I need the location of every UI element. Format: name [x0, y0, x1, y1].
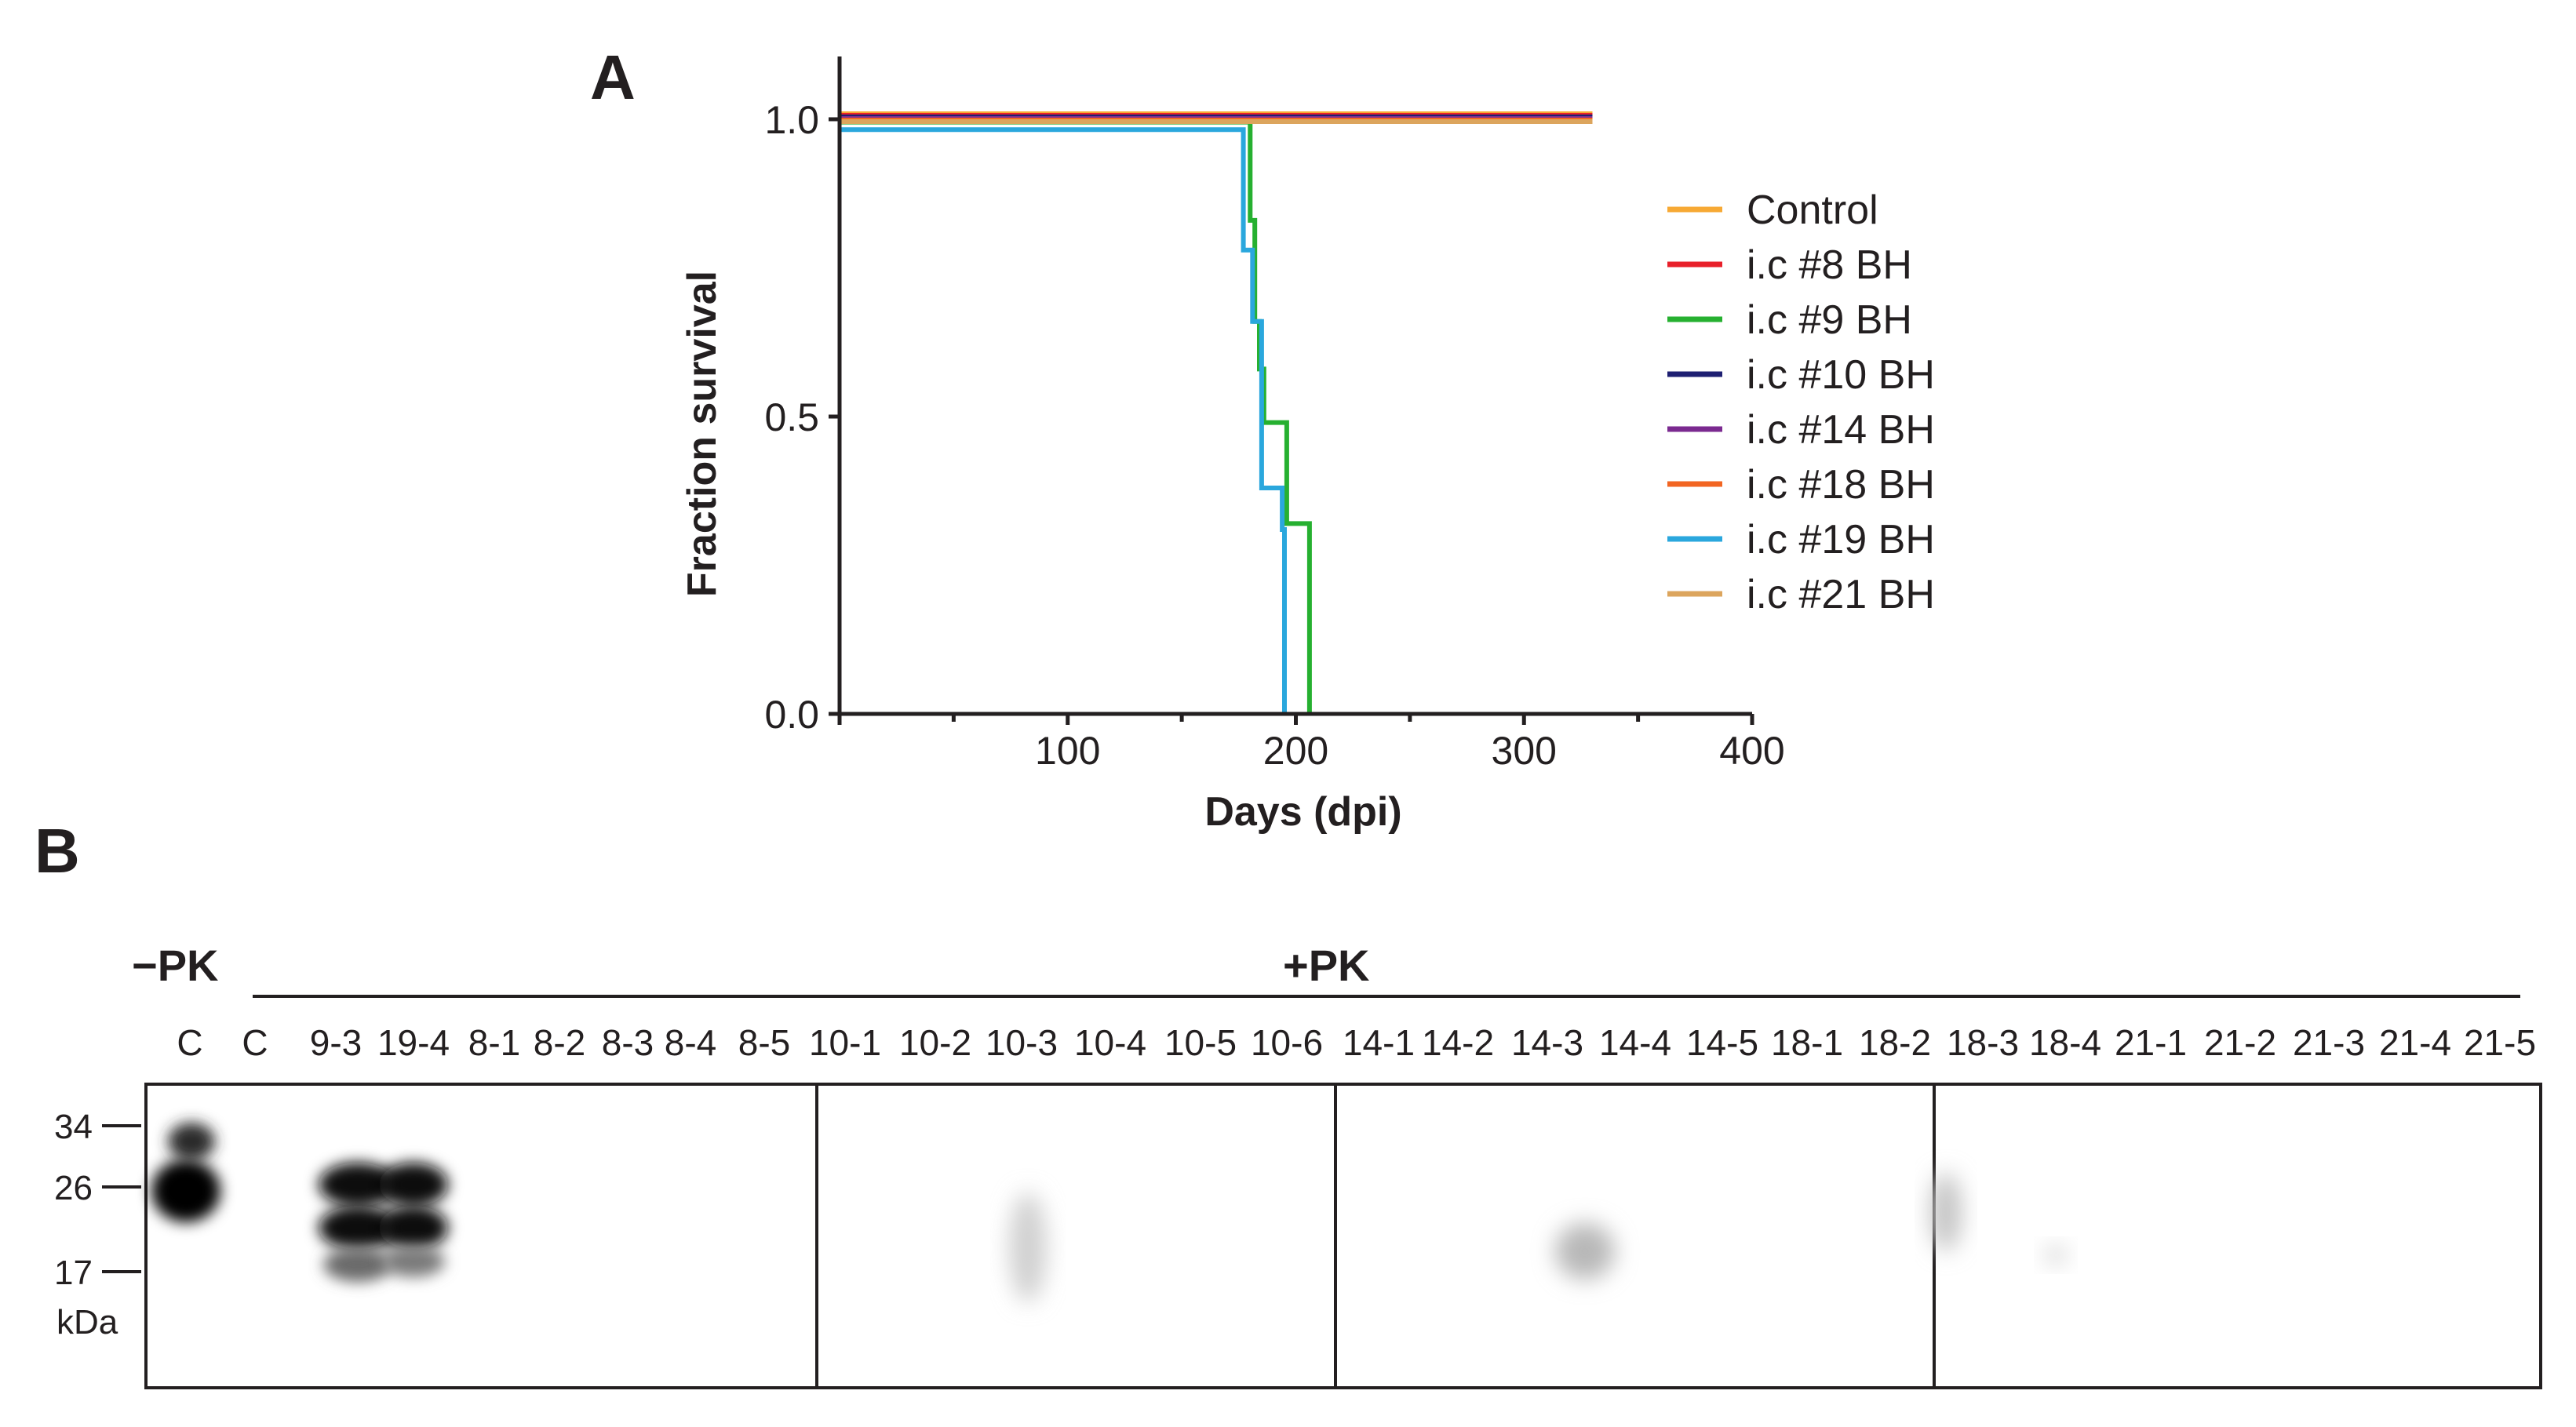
size-marker-label: 34 [54, 1108, 93, 1146]
legend-label: i.c #8 BH [1747, 242, 1912, 288]
legend-label: Control [1747, 187, 1878, 233]
lane-label: 10-1 [809, 1022, 881, 1063]
size-markers: 34 26 17 kDa [54, 1108, 141, 1341]
x-tick-label: 200 [1263, 729, 1328, 773]
y-tick-label: 0.5 [764, 395, 819, 439]
size-marker-label: 26 [54, 1169, 93, 1207]
smudge [1555, 1223, 1615, 1280]
x-ticks: 100 200 300 400 [837, 714, 1785, 773]
x-tick-label: 100 [1035, 729, 1100, 773]
legend-label: i.c #10 BH [1747, 352, 1935, 398]
lane-label: 14-5 [1686, 1022, 1758, 1063]
lane-label: 10-5 [1164, 1022, 1237, 1063]
blot-frame [144, 1083, 2542, 1389]
lane-label: 18-3 [1947, 1022, 2019, 1063]
lane-label: 21-4 [2379, 1022, 2451, 1063]
band-minus-pk-main [151, 1159, 220, 1222]
x-axis-label: Days (dpi) [1204, 789, 1401, 835]
x-tick-label: 300 [1492, 729, 1557, 773]
series-line [840, 119, 1312, 714]
lane-label: 8-3 [602, 1022, 654, 1063]
band-9-3-upper [319, 1163, 397, 1207]
lane-label: 14-4 [1599, 1022, 1671, 1063]
lane-label: 21-2 [2204, 1022, 2276, 1063]
panel-a-label: A [590, 42, 636, 112]
smudge [1009, 1192, 1047, 1302]
legend: Control i.c #8 BH i.c #9 BH i.c #10 BH i.c #… [1667, 187, 1935, 617]
band-19-4-lower [379, 1206, 448, 1250]
lane-label: 14-2 [1422, 1022, 1494, 1063]
y-tick-label: 1.0 [764, 98, 819, 142]
lane-label: 8-1 [468, 1022, 520, 1063]
band-19-4-smear [382, 1246, 445, 1277]
y-axis-label: Fraction survival [680, 271, 725, 597]
lane-label: 10-2 [899, 1022, 971, 1063]
x-tick-label: 400 [1719, 729, 1784, 773]
lane-label: 18-1 [1771, 1022, 1843, 1063]
chart-series [840, 111, 1593, 714]
legend-label: i.c #18 BH [1747, 462, 1935, 508]
y-tick-label: 0.0 [764, 693, 819, 737]
lane-label: 8-4 [665, 1022, 716, 1063]
lane-label: 10-4 [1074, 1022, 1146, 1063]
lane-label: 9-3 [310, 1022, 362, 1063]
plus-pk-label: +PK [1283, 941, 1370, 990]
band-9-3-smear [323, 1247, 392, 1282]
lane-label: 14-1 [1343, 1022, 1415, 1063]
series-line [840, 127, 1287, 714]
minus-pk-label: −PK [132, 941, 219, 990]
lane-labels: C C 9-3 19-4 8-1 8-2 8-3 8-4 8-5 10-1 10-2 10-3 10-4… [177, 1022, 2536, 1063]
band-9-3-lower [319, 1206, 397, 1250]
legend-label: i.c #14 BH [1747, 407, 1935, 453]
blot-bands [151, 1123, 2067, 1302]
lane-label: 21-3 [2293, 1022, 2365, 1063]
survival-chart: 0.0 0.5 1.0 100 200 300 400 Days (dpi) Fracti… [680, 56, 1935, 835]
legend-label: i.c #21 BH [1747, 572, 1935, 617]
lane-label: 10-6 [1251, 1022, 1323, 1063]
smudge [1930, 1173, 1962, 1251]
lane-label: 10-3 [986, 1022, 1058, 1063]
lane-label: 8-2 [534, 1022, 585, 1063]
lane-label: 18-4 [2029, 1022, 2101, 1063]
panel-b-label: B [35, 816, 80, 886]
lane-label: C [242, 1022, 268, 1063]
lane-label: 21-5 [2464, 1022, 2536, 1063]
lane-label: 14-3 [1511, 1022, 1583, 1063]
legend-label: i.c #9 BH [1747, 297, 1912, 343]
lane-label: 8-5 [738, 1022, 790, 1063]
size-marker-label: 17 [54, 1254, 93, 1292]
smudge [2045, 1246, 2067, 1265]
size-unit-label: kDa [56, 1303, 118, 1341]
y-ticks: 0.0 0.5 1.0 [764, 98, 840, 737]
lane-label: C [177, 1022, 202, 1063]
western-blot: −PK +PK C C 9-3 19-4 8-1 8-2 8-3 8-4 8-5 10-1 10-2… [54, 941, 2542, 1389]
lane-label: 21-1 [2115, 1022, 2187, 1063]
band-minus-pk-upper [168, 1123, 215, 1160]
lane-label: 18-2 [1859, 1022, 1931, 1063]
lane-label: 19-4 [377, 1022, 450, 1063]
band-19-4-upper [379, 1163, 448, 1207]
legend-label: i.c #19 BH [1747, 517, 1935, 562]
